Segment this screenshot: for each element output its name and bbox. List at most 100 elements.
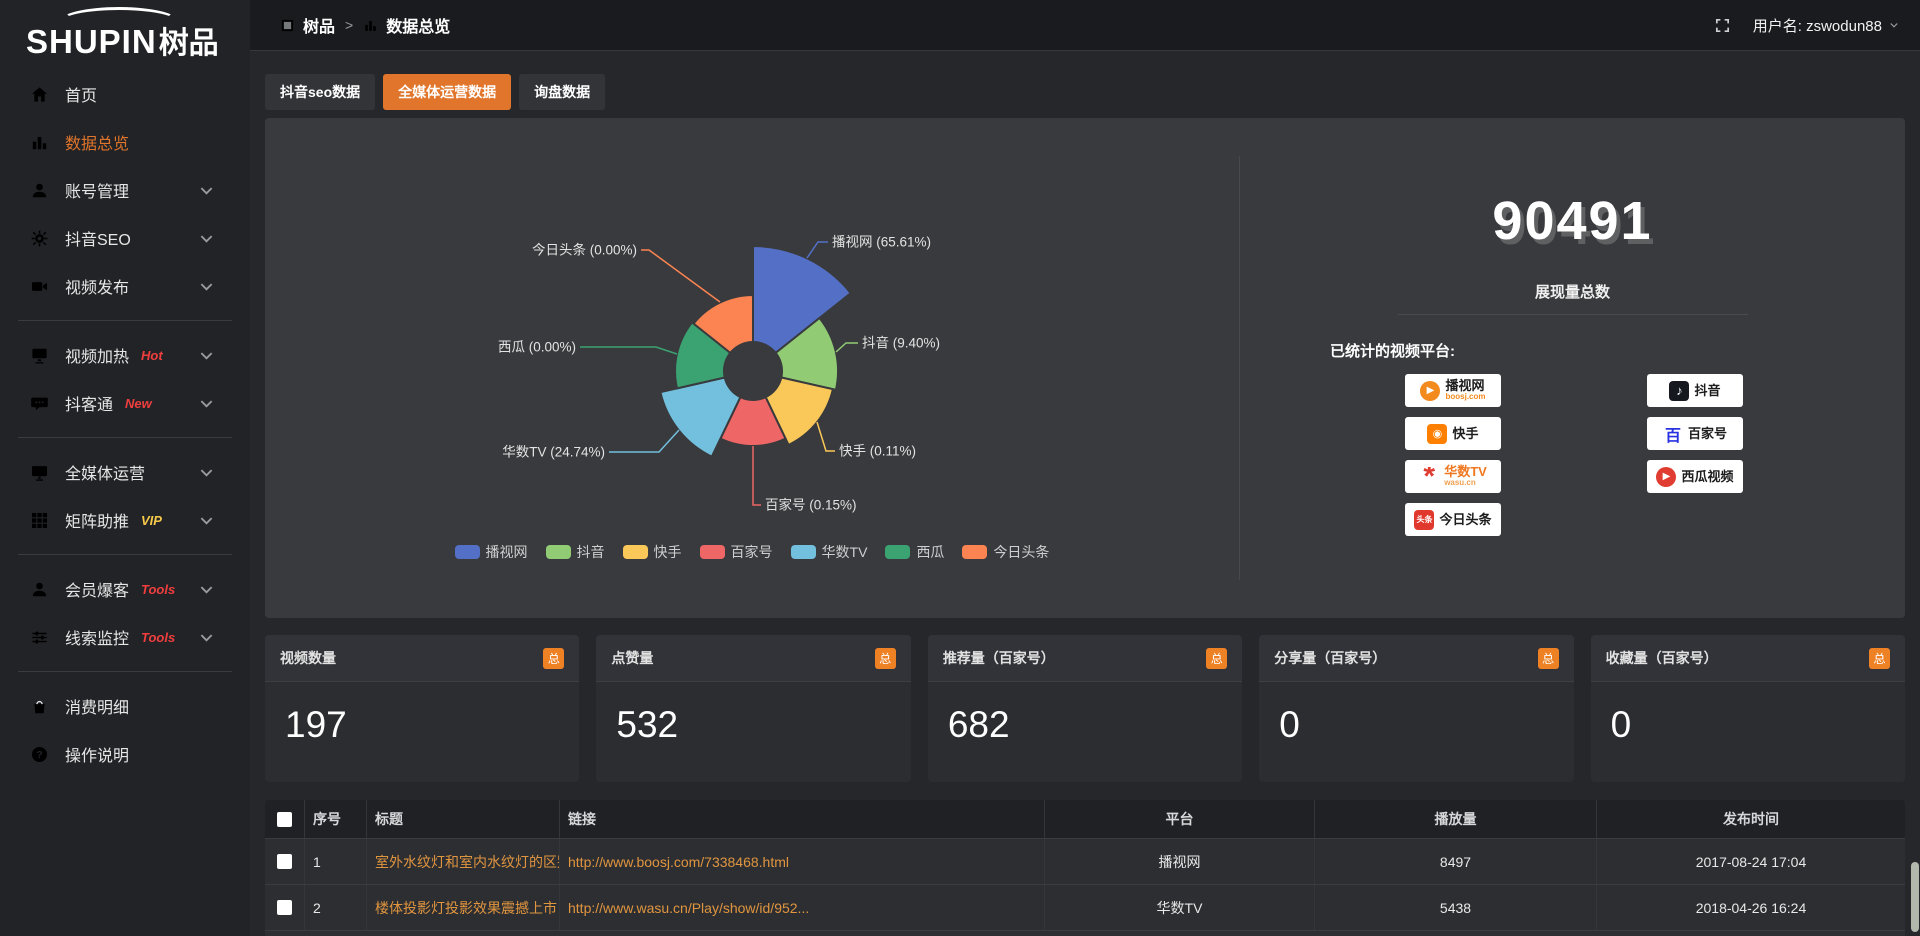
legend-label: 快手 — [653, 544, 682, 560]
bar-chart-icon — [363, 18, 378, 33]
legend-swatch — [622, 545, 648, 559]
video-url-link[interactable]: http://www.wasu.cn/Play/show/id/952... — [568, 899, 810, 916]
video-title-link[interactable]: 室外水纹灯和室内水纹灯的区别和简介 — [375, 853, 559, 870]
page-scrollbar[interactable] — [1910, 0, 1920, 936]
sidebar: SHUPIN树品 首页 数据总览 账号管理 抖音SEO 视频发布 视频加热 Hot 抖客通 Ne… — [0, 0, 250, 936]
scrollbar-thumb[interactable] — [1911, 862, 1919, 932]
sidebar-item-矩阵助推[interactable]: 矩阵助推 VIP — [0, 496, 250, 544]
sidebar-item-会员爆客[interactable]: 会员爆客 Tools — [0, 565, 250, 613]
pie-slice-今日头条[interactable] — [692, 293, 754, 355]
sidebar-item-tag: New — [125, 395, 152, 411]
row-checkbox-cell — [265, 839, 305, 884]
summary-divider — [1397, 314, 1748, 315]
platform-name: 抖音 — [1694, 382, 1721, 398]
cell-views: 8497 — [1315, 839, 1597, 884]
legend-item-华数TV[interactable]: 华数TV — [790, 542, 867, 562]
row-checkbox[interactable] — [277, 900, 292, 915]
chevron-down-icon — [197, 580, 216, 599]
tab-全媒体运营数据[interactable]: 全媒体运营数据 — [383, 74, 512, 110]
label-line-抖音 — [835, 342, 858, 353]
user-icon — [30, 181, 49, 200]
legend-item-今日头条[interactable]: 今日头条 — [962, 542, 1049, 562]
sidebar-item-抖客通[interactable]: 抖客通 New — [0, 379, 250, 427]
stat-card-header: 分享量（百家号） 总 — [1259, 635, 1574, 682]
content-area: 抖音seo数据 全媒体运营数据 询盘数据 播视网 (65.61%) 抖音 (9.40%… — [250, 51, 1920, 936]
platform-name-block: 华数TV wasu.cn — [1444, 465, 1487, 487]
sidebar-item-label: 首页 — [65, 88, 98, 105]
total-badge[interactable]: 总 — [1206, 647, 1228, 669]
legend-item-播视网[interactable]: 播视网 — [454, 542, 528, 562]
platform-name: 百家号 — [1687, 425, 1727, 441]
legend-item-西瓜[interactable]: 西瓜 — [885, 542, 944, 562]
legend-swatch — [545, 545, 571, 559]
platform-subtext: boosj.com — [1445, 392, 1486, 402]
grid-icon — [30, 511, 49, 530]
rose-pie-chart[interactable]: 播视网 (65.61%) 抖音 (9.40%) 快手 (0.11%) 百家号 (0.1… — [265, 118, 1239, 538]
legend-item-快手[interactable]: 快手 — [622, 542, 682, 562]
sidebar-item-抖音SEO[interactable]: 抖音SEO — [0, 214, 250, 262]
fullscreen-icon[interactable] — [1714, 17, 1731, 34]
legend-item-抖音[interactable]: 抖音 — [545, 542, 605, 562]
tab-抖音seo数据[interactable]: 抖音seo数据 — [265, 74, 376, 110]
pie-slice-西瓜[interactable] — [674, 320, 732, 390]
sidebar-item-全媒体运营[interactable]: 全媒体运营 — [0, 448, 250, 496]
screen-play-icon — [30, 346, 49, 365]
sidebar-divider — [18, 320, 232, 321]
platform-badge-华数TV: * 华数TV wasu.cn — [1405, 460, 1501, 493]
pie-slice-华数TV[interactable] — [659, 376, 742, 458]
total-badge[interactable]: 总 — [874, 647, 896, 669]
sidebar-item-视频发布[interactable]: 视频发布 — [0, 262, 250, 310]
logo-arc — [60, 7, 178, 35]
sidebar-item-label: 线索监控 — [65, 631, 130, 648]
breadcrumb-separator: > — [345, 17, 354, 33]
video-title-link[interactable]: 楼体投影灯投影效果震撼上市 — [375, 899, 557, 916]
total-badge[interactable]: 总 — [543, 647, 565, 669]
sidebar-item-视频加热[interactable]: 视频加热 Hot — [0, 331, 250, 379]
stat-card-点赞量: 点赞量 总 532 — [596, 635, 911, 782]
chevron-down-icon — [197, 277, 216, 296]
sidebar-item-label: 操作说明 — [65, 748, 130, 765]
legend-label: 抖音 — [576, 544, 605, 560]
cell-num: 2 — [305, 885, 367, 930]
row-checkbox[interactable] — [277, 811, 292, 827]
stat-card-header: 视频数量 总 — [265, 635, 580, 682]
chevron-down-icon — [197, 346, 216, 365]
slice-label-今日头条: 今日头条 (0.00%) — [532, 242, 637, 258]
pie-slice-播视网[interactable] — [752, 244, 853, 355]
total-badge[interactable]: 总 — [1537, 647, 1559, 669]
cell-title: 楼体投影灯投影效果震撼上市 — [367, 885, 560, 930]
chevron-down-icon — [1888, 19, 1900, 31]
sidebar-item-数据总览[interactable]: 数据总览 — [0, 118, 250, 166]
tab-询盘数据[interactable]: 询盘数据 — [519, 74, 606, 110]
sidebar-item-消费明细[interactable]: 消费明细 — [0, 682, 250, 730]
pie-slice-快手[interactable] — [764, 376, 835, 447]
video-url-link[interactable]: http://www.boosj.com/7338468.html — [568, 853, 790, 870]
legend-label: 播视网 — [485, 544, 528, 560]
table-row: 1 室外水纹灯和室内水纹灯的区别和简介 http://www.boosj.com/7… — [265, 838, 1905, 884]
sidebar-item-线索监控[interactable]: 线索监控 Tools — [0, 613, 250, 661]
sidebar-item-tag: Hot — [141, 347, 163, 363]
breadcrumb-app[interactable]: 树品 — [303, 19, 336, 36]
user-menu[interactable]: 用户名: zswodun88 — [1753, 15, 1900, 36]
stat-card-value: 0 — [1610, 704, 1632, 745]
sidebar-item-操作说明[interactable]: 操作说明 — [0, 730, 250, 778]
sidebar-item-首页[interactable]: 首页 — [0, 70, 250, 118]
row-checkbox[interactable] — [277, 854, 292, 869]
total-badge[interactable]: 总 — [1869, 647, 1891, 669]
sliders-icon — [30, 628, 49, 647]
sidebar-item-账号管理[interactable]: 账号管理 — [0, 166, 250, 214]
pie-slice-抖音[interactable] — [774, 316, 839, 392]
legend-swatch — [790, 545, 816, 559]
sidebar-item-label: 会员爆客 — [65, 583, 130, 600]
platform-logo-grid: ▶ 播视网 boosj.com ◉ 快手 * 华数TV wasu.cn 头条 今日头条 ♪ 抖音百百家… — [1405, 374, 1743, 536]
row-checkbox-cell — [265, 885, 305, 930]
stat-card-value: 197 — [285, 704, 347, 745]
topbar-right: 用户名: zswodun88 — [1714, 15, 1900, 36]
sidebar-item-label: 视频加热 — [65, 349, 130, 366]
col-header-链接: 链接 — [560, 800, 1045, 838]
sidebar-divider — [18, 554, 232, 555]
legend-item-百家号[interactable]: 百家号 — [699, 542, 773, 562]
stat-card-收藏量（百家号）: 收藏量（百家号） 总 0 — [1590, 635, 1906, 782]
